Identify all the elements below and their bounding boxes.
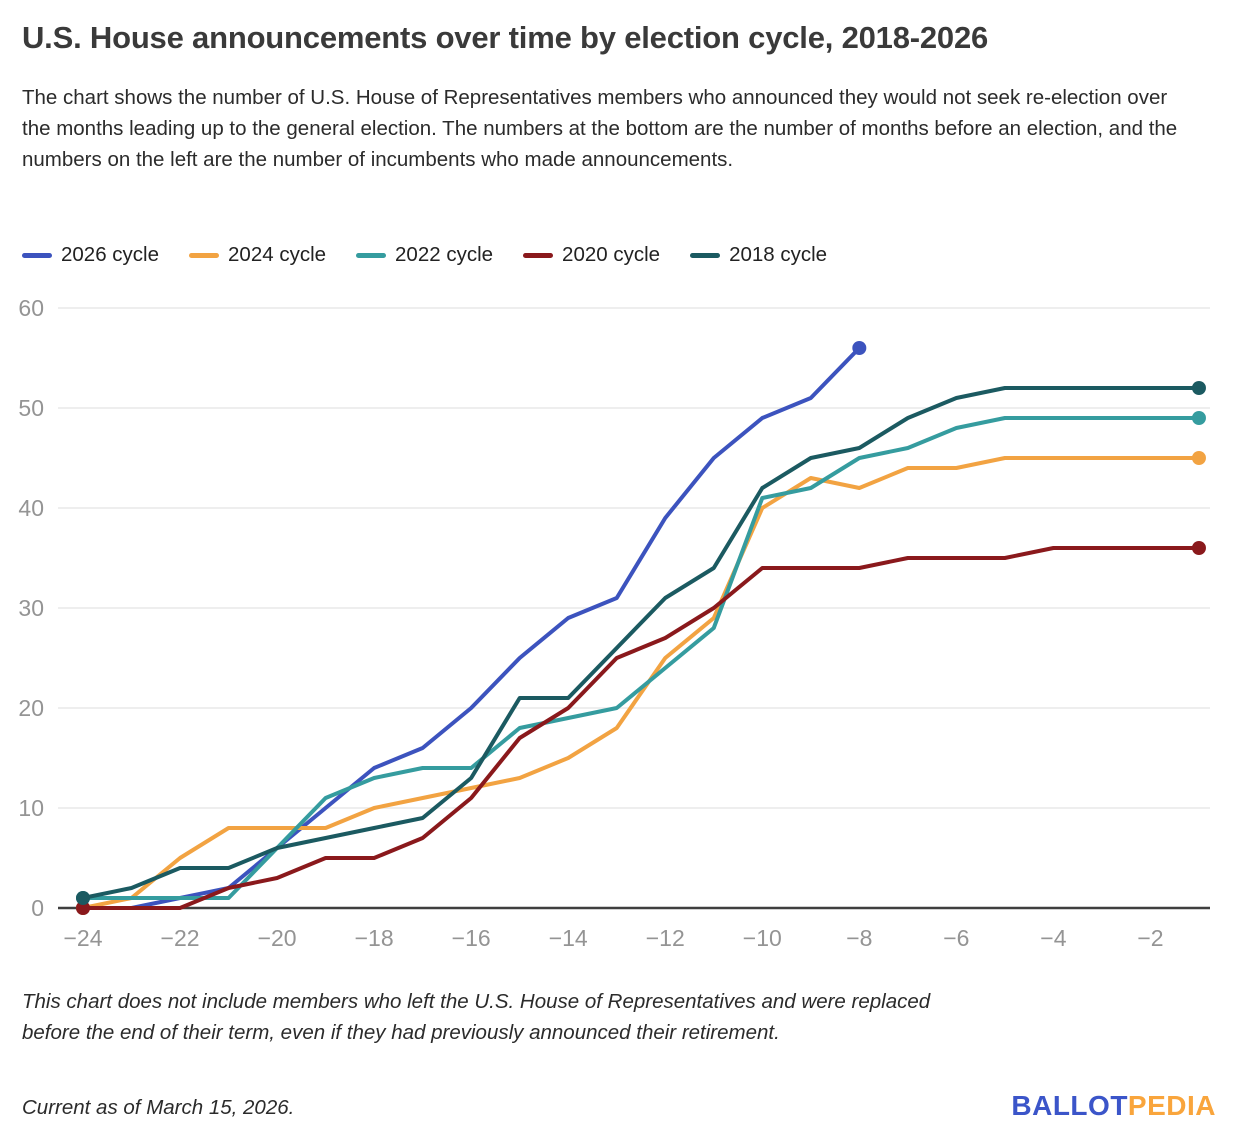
- x-tick-label--20: −20: [258, 925, 297, 951]
- y-tick-label-50: 50: [18, 395, 44, 421]
- y-tick-label-60: 60: [18, 295, 44, 321]
- series-end-dot-2022: [1191, 411, 1206, 425]
- legend-swatch-icon: [356, 252, 387, 258]
- y-tick-label-30: 30: [18, 595, 44, 621]
- legend-swatch-icon: [690, 252, 721, 258]
- x-tick-label--14: −14: [549, 925, 588, 951]
- series-end-dot-2018: [1191, 381, 1206, 395]
- legend-label: 2026 cycle: [61, 243, 160, 266]
- x-tick-label--24: −24: [63, 925, 102, 951]
- chart-title: U.S. House announcements over time by el…: [22, 20, 989, 55]
- x-tick-label--22: −22: [161, 925, 200, 951]
- x-tick-label--12: −12: [646, 925, 685, 951]
- series-end-dot-2020: [1191, 541, 1206, 555]
- legend-item-2018[interactable]: 2018 cycle: [690, 243, 827, 267]
- series-start-dot-2018: [76, 891, 90, 905]
- y-tick-label-40: 40: [18, 495, 44, 521]
- legend-swatch-icon: [189, 252, 220, 258]
- legend-item-2026[interactable]: 2026 cycle: [22, 243, 159, 267]
- legend-item-2022[interactable]: 2022 cycle: [356, 243, 493, 267]
- chart-legend: 2026 cycle 2024 cycle 2022 cycle 2020 cycle…: [22, 243, 827, 267]
- chart-footnote: This chart does not include members who …: [22, 990, 931, 1044]
- series-line-2022: [81, 416, 1201, 900]
- legend-swatch-icon: [523, 252, 554, 258]
- logo-pedia-text: PEDIA: [1127, 1090, 1216, 1121]
- y-tick-label-20: 20: [18, 695, 44, 721]
- series-end-dot-2024: [1191, 451, 1206, 465]
- series-end-dot-2026: [852, 341, 867, 355]
- legend-swatch-icon: [22, 252, 52, 258]
- legend-label: 2024 cycle: [228, 243, 327, 266]
- x-tick-label--6: −6: [943, 925, 969, 951]
- y-tick-label-0: 0: [31, 895, 44, 921]
- x-tick-label--4: −4: [1040, 925, 1066, 951]
- legend-item-2020[interactable]: 2020 cycle: [523, 243, 660, 267]
- chart-subtitle: The chart shows the number of U.S. House…: [22, 86, 1178, 171]
- series-line-2024: [81, 456, 1201, 910]
- legend-item-2024[interactable]: 2024 cycle: [189, 243, 326, 267]
- series-line-2020: [81, 546, 1201, 910]
- logo-ballot-text: BALLOT: [1011, 1090, 1128, 1121]
- series-start-dot-2020: [76, 901, 90, 915]
- x-tick-label--8: −8: [846, 925, 872, 951]
- y-tick-label-10: 10: [18, 795, 44, 821]
- ballotpedia-logo: BALLOTPEDIA: [1011, 1090, 1216, 1122]
- legend-label: 2018 cycle: [729, 243, 828, 266]
- series-line-2018: [81, 386, 1201, 900]
- x-tick-label--18: −18: [355, 925, 394, 951]
- legend-label: 2020 cycle: [562, 243, 661, 266]
- legend-label: 2022 cycle: [395, 243, 494, 266]
- x-tick-label--10: −10: [743, 925, 782, 951]
- series-line-2026: [81, 346, 862, 910]
- x-tick-label--2: −2: [1137, 925, 1163, 951]
- x-tick-label--16: −16: [452, 925, 491, 951]
- current-as-of-note: Current as of March 15, 2026.: [22, 1096, 295, 1119]
